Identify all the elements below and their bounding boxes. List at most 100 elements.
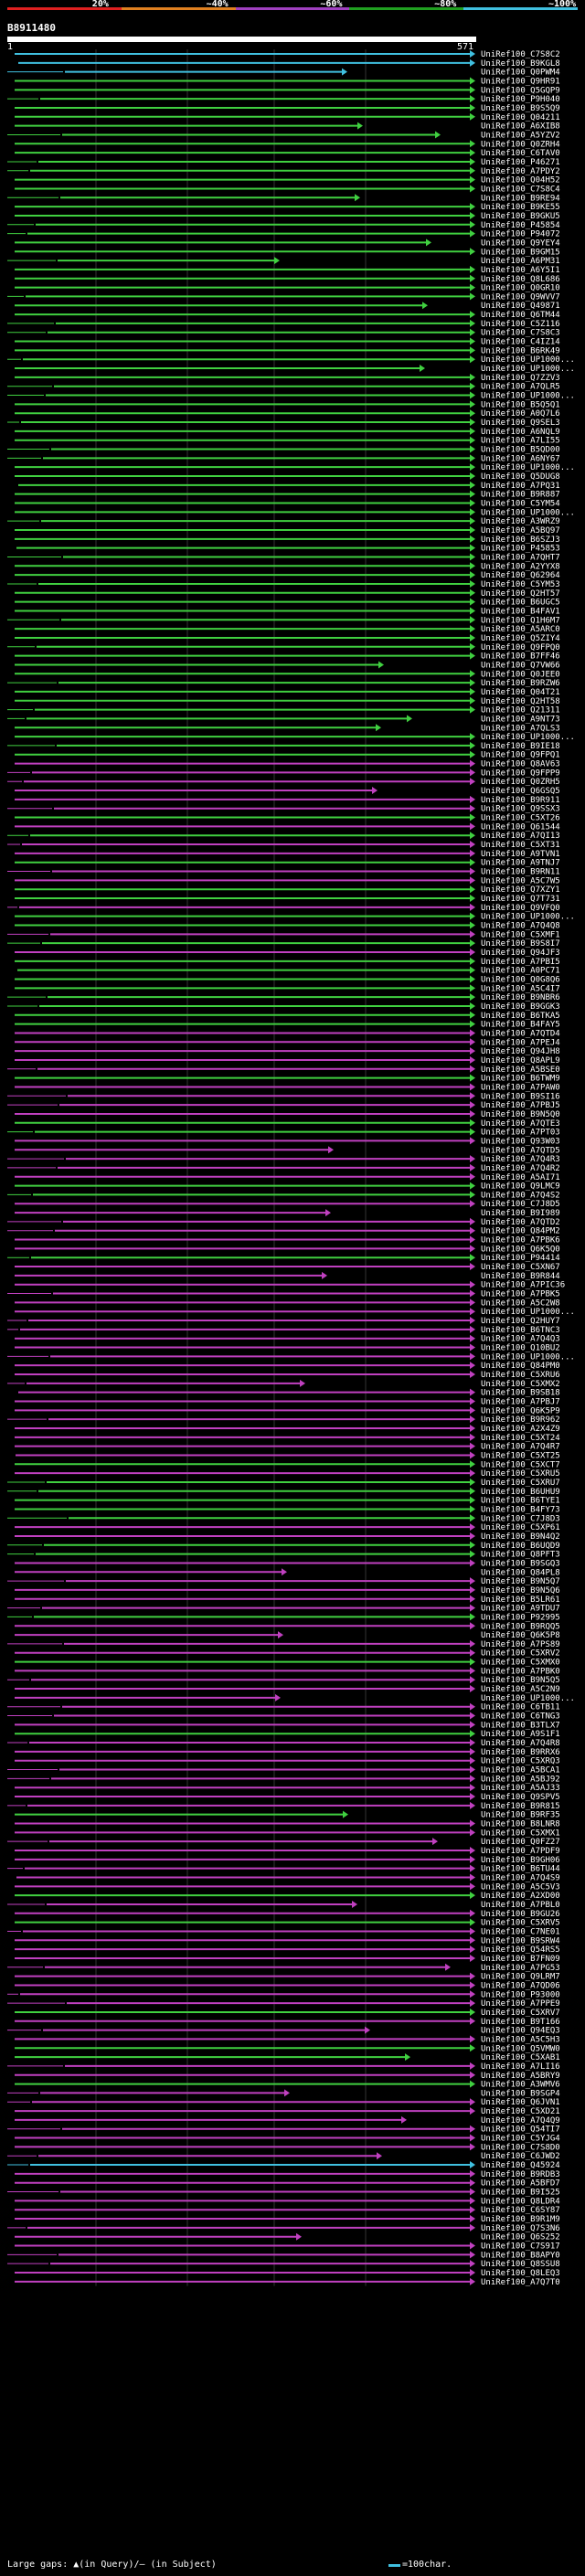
scale-label: =100char. — [402, 2560, 452, 2570]
hit-label: UniRef100_UP1000... — [481, 1352, 575, 1362]
hit-arrow — [470, 2169, 475, 2178]
hit-row: UniRef100_A5C5V3 — [15, 1882, 560, 1892]
hit-label: UniRef100_A5C7W5 — [481, 876, 560, 885]
hit-label: UniRef100_B9N5Q5 — [481, 1676, 560, 1685]
hit-arrow — [470, 1029, 475, 1037]
hit-arrow — [470, 1289, 475, 1298]
hit-arrow — [470, 1002, 475, 1010]
hit-label: UniRef100_UP1000... — [481, 1308, 575, 1317]
hit-row: UniRef100_A7PT03 — [7, 1128, 560, 1138]
hit-arrow — [470, 2260, 475, 2268]
hit-arrow — [470, 1191, 475, 1199]
hit-row: UniRef100_A7QHT7 — [7, 553, 560, 562]
hit-label: UniRef100_B4FY73 — [481, 1505, 560, 1514]
hit-label: UniRef100_C5XAB1 — [481, 2053, 560, 2062]
hit-label: UniRef100_B6RK49 — [481, 346, 560, 355]
hit-row: UniRef100_B9SGP4 — [7, 2089, 560, 2098]
hit-label: UniRef100_Q6TM44 — [481, 311, 560, 320]
hit-arrow — [322, 1271, 327, 1279]
hit-arrow — [470, 1478, 475, 1486]
hit-label: UniRef100_C7S8C4 — [481, 185, 560, 194]
hit-arrow — [470, 1676, 475, 1684]
hit-arrow — [470, 607, 475, 615]
hit-row: UniRef100_C7NE01 — [7, 1927, 560, 1936]
hit-arrow — [470, 2035, 475, 2043]
hit-arrow — [470, 1263, 475, 1271]
hit-label: UniRef100_C6TB11 — [481, 1703, 560, 1712]
hit-row: UniRef100_Q8L686 — [15, 274, 560, 284]
hit-row: UniRef100_P9H040 — [7, 95, 560, 104]
hit-label: UniRef100_B9GGK3 — [481, 1002, 560, 1012]
hit-row: UniRef100_B9GH06 — [15, 1855, 560, 1865]
hit-arrow — [470, 867, 475, 875]
hit-arrow — [426, 239, 431, 247]
hit-arrow — [470, 283, 475, 292]
hit-row: UniRef100_Q7T731 — [15, 895, 560, 904]
hit-label: UniRef100_C7S917 — [481, 2242, 560, 2252]
hit-label: UniRef100_Q9FPP9 — [481, 769, 560, 778]
hit-label: UniRef100_B9RE94 — [481, 194, 560, 203]
hit-label: UniRef100_B6TNC3 — [481, 1326, 560, 1335]
hit-label: UniRef100_A7QLS3 — [481, 724, 560, 733]
hit-arrow — [470, 166, 475, 175]
hit-arrow — [470, 2188, 475, 2196]
hit-arrow — [470, 2206, 475, 2214]
hit-row: UniRef100_Q9SEL3 — [7, 419, 560, 428]
hit-arrow — [470, 1128, 475, 1136]
hit-row: UniRef100_A5ARC0 — [15, 625, 560, 634]
hit-label: UniRef100_P93000 — [481, 1990, 560, 1999]
hit-label: UniRef100_A5AI71 — [481, 1173, 560, 1182]
hit-label: UniRef100_Q8LEQ3 — [481, 2269, 560, 2278]
hit-label: UniRef100_Q04H52 — [481, 176, 560, 186]
hit-row: UniRef100_A7Q7T0 — [15, 2277, 560, 2287]
hit-row: UniRef100_Q5ZIY4 — [15, 633, 560, 643]
hit-label: UniRef100_C5Z116 — [481, 320, 560, 329]
hit-arrow — [470, 103, 475, 111]
hit-label: UniRef100_A7QLR5 — [481, 383, 560, 392]
hit-arrow — [401, 2115, 407, 2124]
hit-label: UniRef100_A5C5V3 — [481, 1882, 560, 1892]
hit-row: UniRef100_B9N5Q7 — [7, 1577, 560, 1586]
hit-row: UniRef100_C5YJG4 — [15, 2134, 560, 2144]
hit-label: UniRef100_A7PBL0 — [481, 1901, 560, 1910]
hit-label: UniRef100_B6TKA5 — [481, 1012, 560, 1021]
hit-arrow — [470, 769, 475, 777]
hit-row: UniRef100_Q49871 — [15, 302, 560, 311]
hit-row: UniRef100_C5XRV2 — [15, 1648, 560, 1659]
hit-label: UniRef100_A7PT03 — [481, 1129, 560, 1138]
hit-arrow — [470, 436, 475, 444]
hit-row: UniRef100_Q94JF3 — [15, 949, 560, 958]
hit-arrow — [470, 2251, 475, 2259]
hit-label: UniRef100_Q8L686 — [481, 275, 560, 284]
hit-row: UniRef100_UP1000... — [7, 1352, 575, 1362]
hit-label: UniRef100_B5QD00 — [481, 446, 560, 455]
hit-row: UniRef100_B8LNR8 — [15, 1819, 560, 1829]
hit-arrow — [470, 885, 475, 894]
hit-arrow — [470, 2071, 475, 2079]
hit-label: UniRef100_A7LI16 — [481, 2062, 560, 2072]
hit-row: UniRef100_Q9FPQ1 — [15, 750, 560, 760]
hit-label: UniRef100_C5XT31 — [481, 841, 560, 850]
hit-label: UniRef100_C5XRV7 — [481, 2009, 560, 2018]
hit-label: UniRef100_B9GU26 — [481, 1910, 560, 1919]
hit-label: UniRef100_B6SZJ3 — [481, 535, 560, 545]
hit-label: UniRef100_A7Q4S2 — [481, 1191, 560, 1200]
hit-arrow — [470, 1702, 475, 1711]
hit-arrow — [470, 220, 475, 228]
hit-arrow — [470, 2197, 475, 2205]
hit-row: UniRef100_B9R911 — [15, 795, 560, 805]
hit-arrow — [470, 984, 475, 992]
hit-label: UniRef100_C6TNG3 — [481, 1712, 560, 1722]
hit-row: UniRef100_A7PG53 — [7, 1963, 560, 1973]
hit-label: UniRef100_Q84PM0 — [481, 1362, 560, 1371]
hit-arrow — [470, 1038, 475, 1046]
hit-arrow — [470, 1092, 475, 1100]
hit-row: UniRef100_B6TU44 — [7, 1864, 560, 1874]
hit-arrow — [470, 858, 475, 866]
hit-arrow — [470, 642, 475, 651]
hit-row: UniRef100_P93000 — [7, 1990, 560, 1999]
hit-arrow — [365, 2026, 370, 2034]
hit-arrow — [470, 795, 475, 803]
hit-arrow — [470, 1424, 475, 1432]
hit-arrow — [470, 750, 475, 758]
